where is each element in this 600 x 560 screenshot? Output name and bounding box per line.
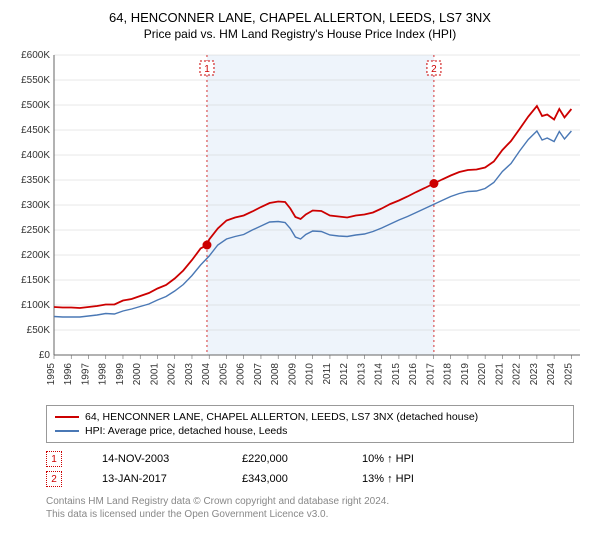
svg-text:2013: 2013	[356, 363, 367, 386]
sales-table: 1 14-NOV-2003 £220,000 10% ↑ HPI 2 13-JAN-201…	[10, 449, 590, 489]
svg-text:2015: 2015	[391, 363, 402, 386]
sale-marker-2	[429, 179, 438, 188]
svg-text:2010: 2010	[305, 363, 316, 386]
svg-text:2021: 2021	[494, 363, 505, 386]
svg-text:2000: 2000	[132, 363, 143, 386]
svg-text:£450K: £450K	[21, 125, 50, 136]
svg-text:1998: 1998	[98, 363, 109, 386]
svg-text:2020: 2020	[477, 363, 488, 386]
sale-row: 1 14-NOV-2003 £220,000 10% ↑ HPI	[10, 449, 590, 469]
sale-date: 13-JAN-2017	[102, 473, 202, 485]
svg-text:2025: 2025	[563, 363, 574, 386]
svg-text:2006: 2006	[236, 363, 247, 386]
footer-line: Contains HM Land Registry data © Crown c…	[46, 495, 590, 508]
svg-text:1: 1	[204, 64, 210, 75]
svg-text:2007: 2007	[253, 363, 264, 386]
svg-text:1995: 1995	[46, 363, 57, 386]
svg-text:£150K: £150K	[21, 275, 50, 286]
svg-text:£50K: £50K	[27, 325, 51, 336]
sale-delta: 13% ↑ HPI	[362, 473, 414, 485]
svg-text:2014: 2014	[374, 363, 385, 386]
svg-text:£100K: £100K	[21, 300, 50, 311]
legend-item: HPI: Average price, detached house, Leed…	[55, 424, 565, 438]
legend-label: 64, HENCONNER LANE, CHAPEL ALLERTON, LEE…	[85, 411, 478, 423]
sale-price: £220,000	[242, 453, 322, 465]
svg-text:2001: 2001	[149, 363, 160, 386]
legend-item: 64, HENCONNER LANE, CHAPEL ALLERTON, LEE…	[55, 410, 565, 424]
svg-text:£0: £0	[39, 350, 51, 361]
legend-label: HPI: Average price, detached house, Leed…	[85, 425, 287, 437]
svg-text:£250K: £250K	[21, 225, 50, 236]
svg-text:2018: 2018	[443, 363, 454, 386]
legend-swatch	[55, 430, 79, 432]
svg-text:1997: 1997	[80, 363, 91, 386]
svg-text:£500K: £500K	[21, 100, 50, 111]
svg-text:2009: 2009	[287, 363, 298, 386]
svg-text:£550K: £550K	[21, 75, 50, 86]
sale-marker-1	[202, 241, 211, 250]
svg-text:2002: 2002	[167, 363, 178, 386]
svg-text:2005: 2005	[218, 363, 229, 386]
sale-marker-box: 2	[46, 471, 62, 487]
svg-text:1999: 1999	[115, 363, 126, 386]
title: 64, HENCONNER LANE, CHAPEL ALLERTON, LEE…	[10, 10, 590, 25]
sale-marker-box: 1	[46, 451, 62, 467]
svg-text:£350K: £350K	[21, 175, 50, 186]
svg-text:2008: 2008	[270, 363, 281, 386]
svg-text:2023: 2023	[529, 363, 540, 386]
legend: 64, HENCONNER LANE, CHAPEL ALLERTON, LEE…	[46, 405, 574, 443]
sale-price: £343,000	[242, 473, 322, 485]
svg-text:£600K: £600K	[21, 50, 50, 61]
sale-row: 2 13-JAN-2017 £343,000 13% ↑ HPI	[10, 469, 590, 489]
svg-text:2012: 2012	[339, 363, 350, 386]
footer-line: This data is licensed under the Open Gov…	[46, 508, 590, 521]
svg-text:2024: 2024	[546, 363, 557, 386]
price-chart: £0 £50K £100K £150K £200K £250K £300K £350K £400…	[10, 49, 590, 397]
svg-text:£300K: £300K	[21, 200, 50, 211]
svg-text:2019: 2019	[460, 363, 471, 386]
svg-text:2: 2	[431, 64, 437, 75]
legend-swatch	[55, 416, 79, 418]
sale-delta: 10% ↑ HPI	[362, 453, 414, 465]
svg-text:2017: 2017	[425, 363, 436, 386]
svg-text:£200K: £200K	[21, 250, 50, 261]
subtitle: Price paid vs. HM Land Registry's House …	[10, 27, 590, 41]
sale-date: 14-NOV-2003	[102, 453, 202, 465]
svg-text:1996: 1996	[63, 363, 74, 386]
svg-text:2022: 2022	[512, 363, 523, 386]
svg-text:£400K: £400K	[21, 150, 50, 161]
svg-text:2016: 2016	[408, 363, 419, 386]
footer: Contains HM Land Registry data © Crown c…	[10, 489, 590, 521]
svg-text:2003: 2003	[184, 363, 195, 386]
svg-text:2004: 2004	[201, 363, 212, 386]
svg-text:2011: 2011	[322, 363, 333, 385]
